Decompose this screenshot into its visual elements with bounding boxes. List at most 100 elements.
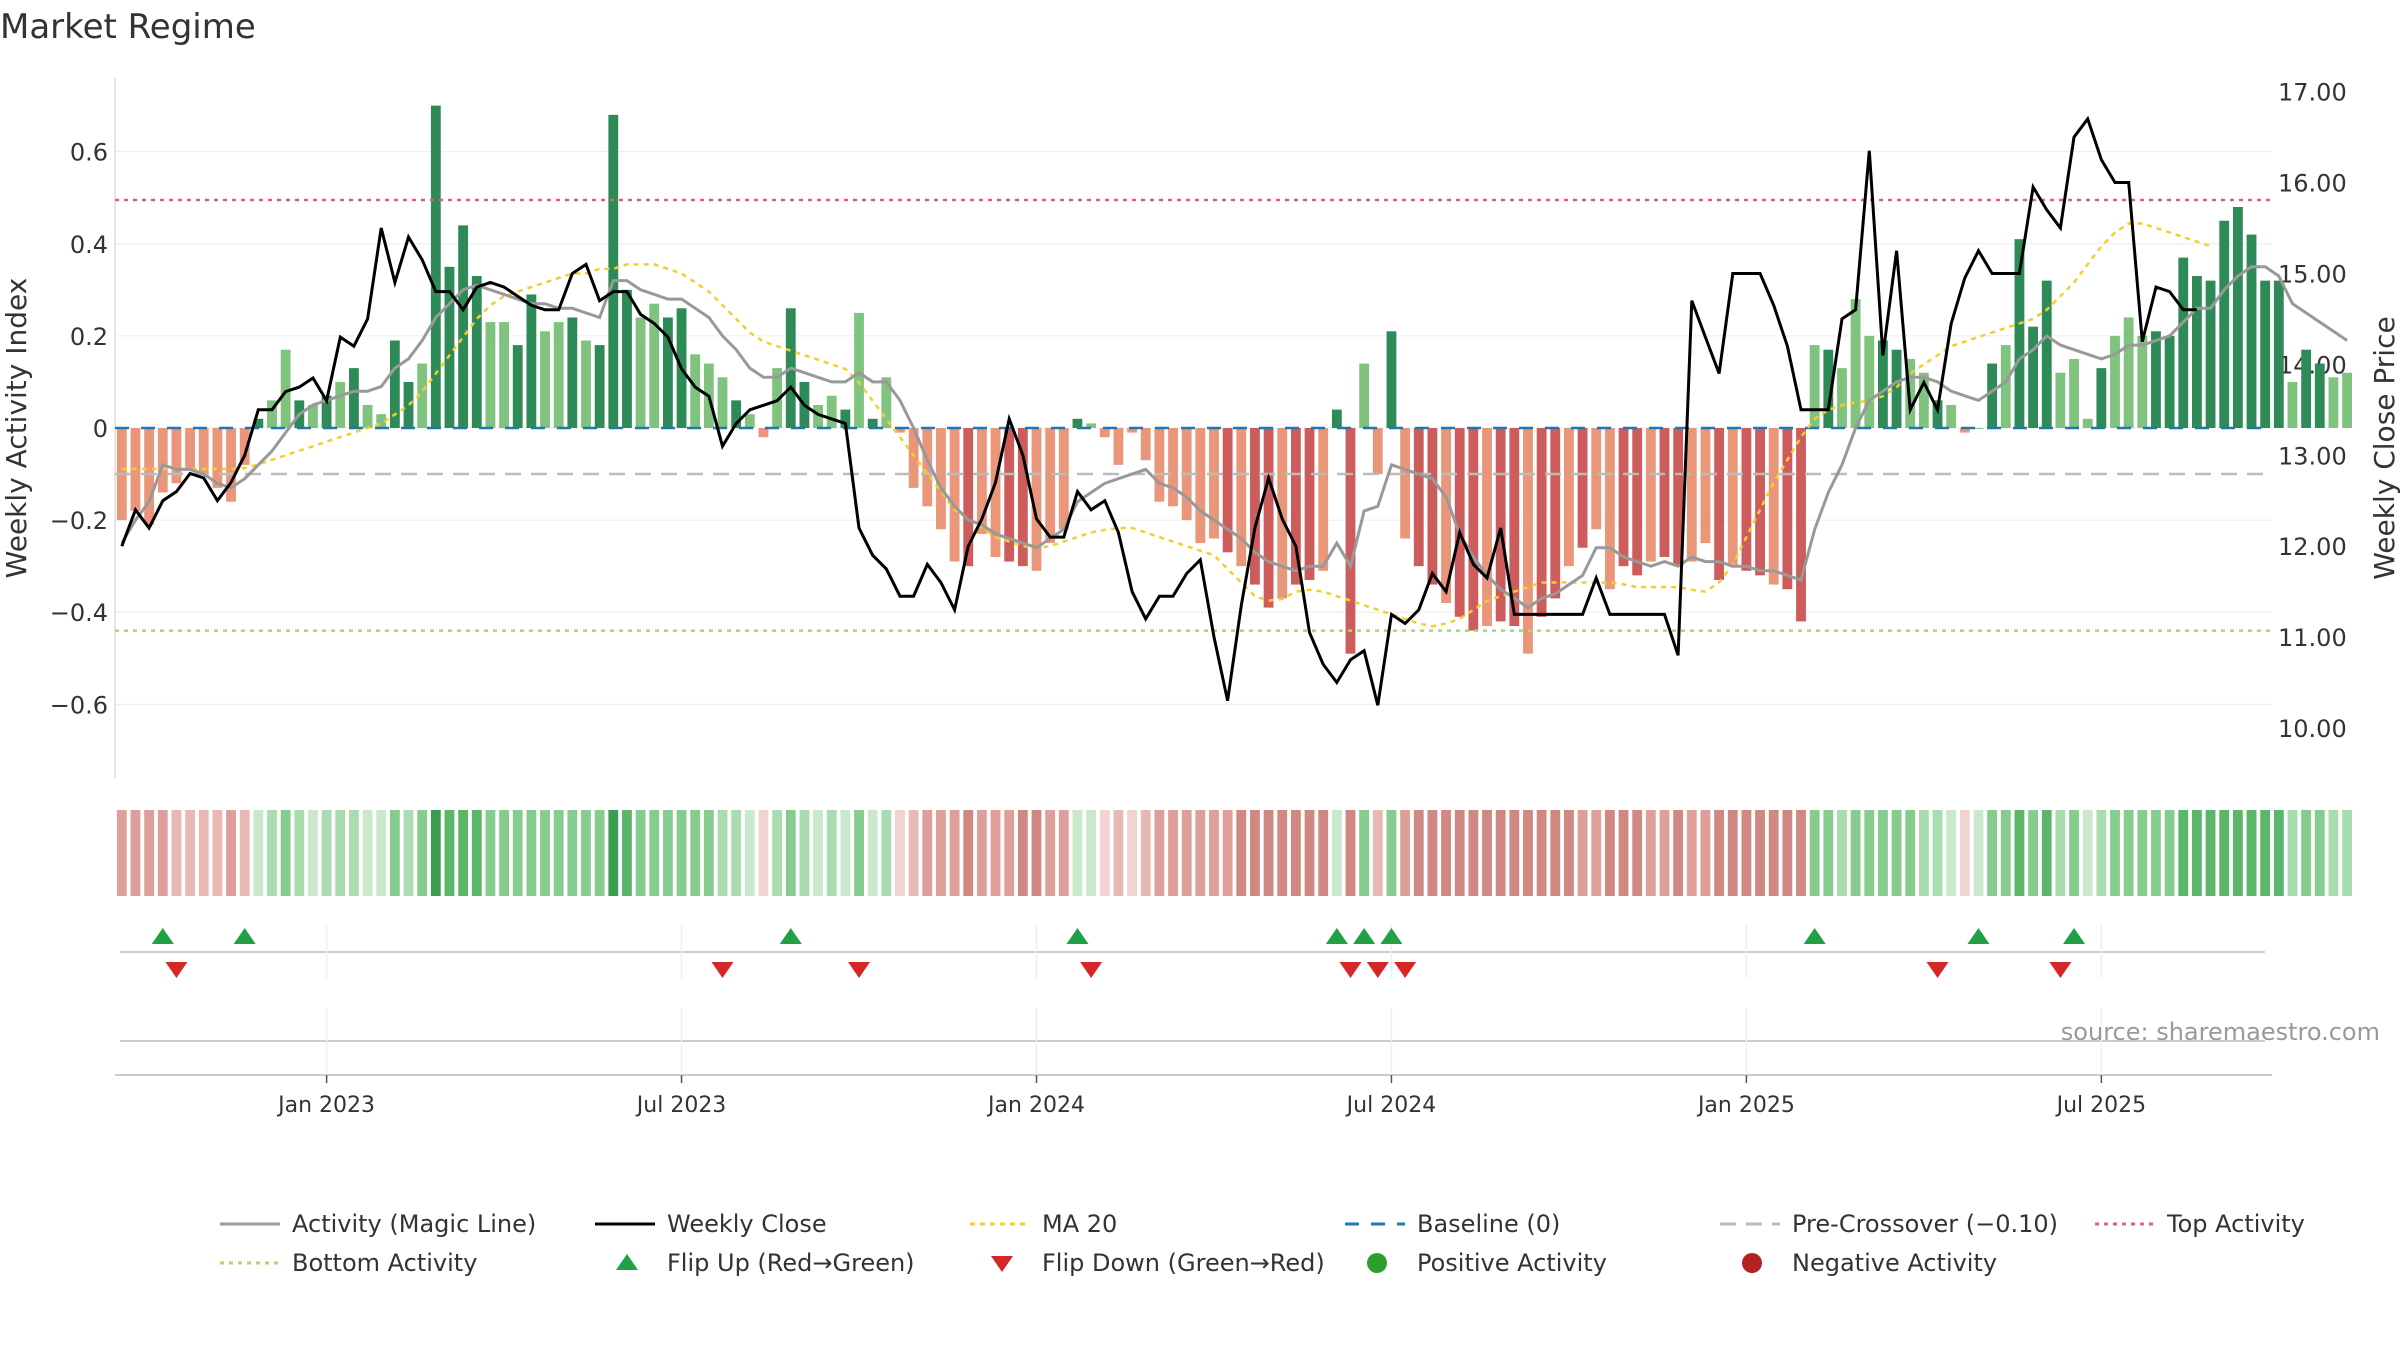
activity-bar [690,354,701,428]
regime-strip-cell [485,810,496,896]
flip-down-marker [165,962,188,978]
activity-bar [1495,428,1506,622]
activity-bar [1850,299,1861,428]
activity-bar [936,428,946,530]
activity-bar [2328,377,2339,428]
regime-strip-cell [1673,810,1684,896]
activity-bar [867,418,878,428]
activity-bar [1768,428,1779,585]
y-tick-label: −0.4 [50,599,108,627]
activity-bar [239,428,250,465]
regime-strip-cell [867,810,878,896]
activity-bar [881,377,892,428]
regime-strip-cell [348,810,359,896]
activity-bar [1604,428,1615,590]
activity-bar [1782,428,1793,590]
activity-bar [922,428,933,507]
regime-strip-cell [553,810,564,896]
activity-bar [2014,239,2025,428]
legend-swatch [616,1254,638,1270]
x-tick-label: Jan 2024 [986,1093,1085,1118]
activity-bar [854,312,864,428]
legend-label: Baseline (0) [1417,1210,1560,1238]
regime-strip-cell [1932,810,1943,896]
activity-bar [2151,331,2161,428]
legend-swatch [1742,1253,1762,1273]
activity-bar [2069,358,2079,428]
activity-bar [1386,331,1397,428]
regime-strip-cell [1331,810,1342,896]
activity-bar [2219,220,2230,428]
activity-bar [1017,428,1028,567]
activity-bar [1454,428,1465,617]
regime-strip-cell [1372,810,1383,896]
activity-bar [1318,428,1329,571]
regime-strip-cell [2151,810,2161,896]
regime-strip-cell [1031,810,1042,896]
legend-swatch [991,1256,1013,1272]
activity-bar [908,428,919,488]
activity-bar [2028,326,2039,428]
flip-up-marker [1325,928,1348,944]
regime-strip-cell [267,810,277,896]
activity-bar [1222,428,1233,553]
regime-strip-cell [1973,810,1984,896]
legend-label: MA 20 [1042,1210,1117,1238]
regime-strip-cell [1618,810,1629,896]
activity-bar [1632,428,1643,576]
activity-bar [649,303,660,428]
regime-strip-cell [1345,810,1356,896]
regime-strip-cell [2342,810,2352,896]
regime-strip-cell [1523,810,1533,896]
regime-strip-cell [1700,810,1711,896]
regime-strip-cell [1577,810,1588,896]
activity-bar [1209,428,1219,539]
regime-strip-cell [963,810,974,896]
regime-strip-cell [1058,810,1069,896]
regime-strip-cell [1209,810,1219,896]
activity-bar [1741,428,1752,571]
legend-label: Top Activity [2166,1210,2305,1238]
activity-bar [1946,404,1957,428]
activity-bar [949,428,960,562]
chart-title: Market Regime [0,7,256,47]
main-plot-area: 0.6 0.4 0.2 0 −0.2 −0.4 −0.6 17.00 16.00 15.00 14.… [0,78,2400,778]
regime-strip-cell [2287,810,2298,896]
regime-strip-cell [212,810,223,896]
regime-strip-cell [1891,810,1902,896]
activity-bar [567,317,578,428]
activity-bar [581,340,591,428]
activity-bar [744,414,755,428]
regime-strip-cell [594,810,605,896]
regime-strip-cell [785,810,796,896]
regime-strip-cell [499,810,509,896]
activity-bar [963,428,974,567]
regime-strip-cell [581,810,591,896]
regime-strip-cell [1796,810,1806,896]
activity-bar [1072,418,1083,428]
regime-strip-cell [881,810,892,896]
regime-strip-cell [567,810,578,896]
regime-strip-cell [239,810,250,896]
activity-bar [608,114,619,428]
y-tick-label: 0.2 [70,323,108,351]
regime-strip-cell [1536,810,1547,896]
activity-bar [1959,428,1970,433]
activity-bar [2301,349,2312,428]
legend-label: Positive Activity [1417,1249,1607,1277]
regime-strip-cell [635,810,646,896]
flip-up-marker [1380,928,1403,944]
regime-strip-cell [526,810,537,896]
regime-strip-cell [2110,810,2120,896]
legend-label: Bottom Activity [292,1249,477,1277]
regime-strip-cell [1045,810,1056,896]
regime-strip-cell [2123,810,2134,896]
activity-bar [2096,368,2107,428]
activity-bar [1878,340,1888,428]
regime-strip-cell [308,810,318,896]
regime-strip-cell [1454,810,1465,896]
regime-strip-cell [2246,810,2257,896]
flip-down-marker [848,962,871,978]
weekly-close-line [120,115,2197,706]
